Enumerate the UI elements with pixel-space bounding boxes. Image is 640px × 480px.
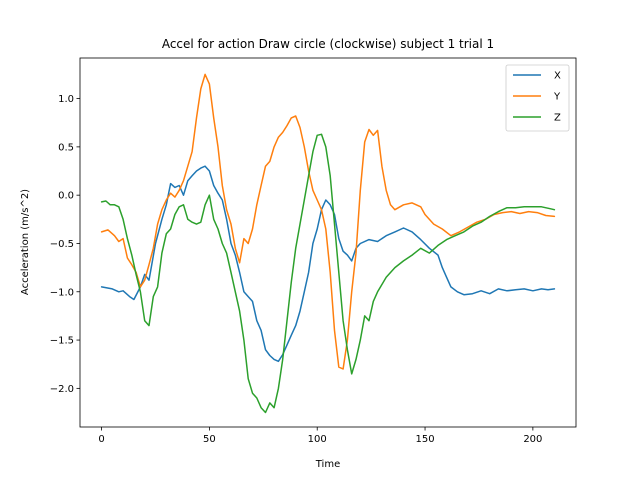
x-tick-label: 0 — [98, 434, 104, 445]
y-tick-label: 1.0 — [58, 94, 74, 105]
legend: XYZ — [505, 64, 570, 132]
y-tick-label: 0.0 — [58, 191, 74, 202]
series-line-y — [100, 73, 556, 370]
legend-label-y: Y — [553, 92, 561, 103]
y-tick-label: 0.5 — [58, 142, 74, 153]
x-axis-label: Time — [315, 459, 340, 470]
y-tick-label: −1.0 — [50, 287, 74, 298]
legend-label-z: Z — [554, 113, 561, 124]
x-axis: 0 50 100 150 200 — [98, 427, 542, 445]
y-axis-label: Acceleration (m/s^2) — [20, 189, 31, 295]
x-tick-label: 100 — [308, 434, 327, 445]
x-tick-label: 50 — [203, 434, 216, 445]
legend-frame — [505, 64, 570, 132]
series-line-x — [100, 165, 556, 363]
legend-label-x: X — [554, 71, 561, 82]
plot-frame — [79, 57, 577, 428]
y-tick-label: −2.0 — [50, 384, 74, 395]
y-axis: −2.0 −1.5 −1.0 −0.5 0.0 0.5 1.0 — [50, 94, 80, 395]
series-line-z — [100, 133, 556, 414]
y-tick-label: −0.5 — [50, 239, 74, 250]
y-tick-label: −1.5 — [50, 336, 74, 347]
plot-area — [79, 57, 577, 428]
chart-title: Accel for action Draw circle (clockwise)… — [162, 37, 494, 51]
x-tick-label: 150 — [415, 434, 434, 445]
x-tick-label: 200 — [523, 434, 542, 445]
